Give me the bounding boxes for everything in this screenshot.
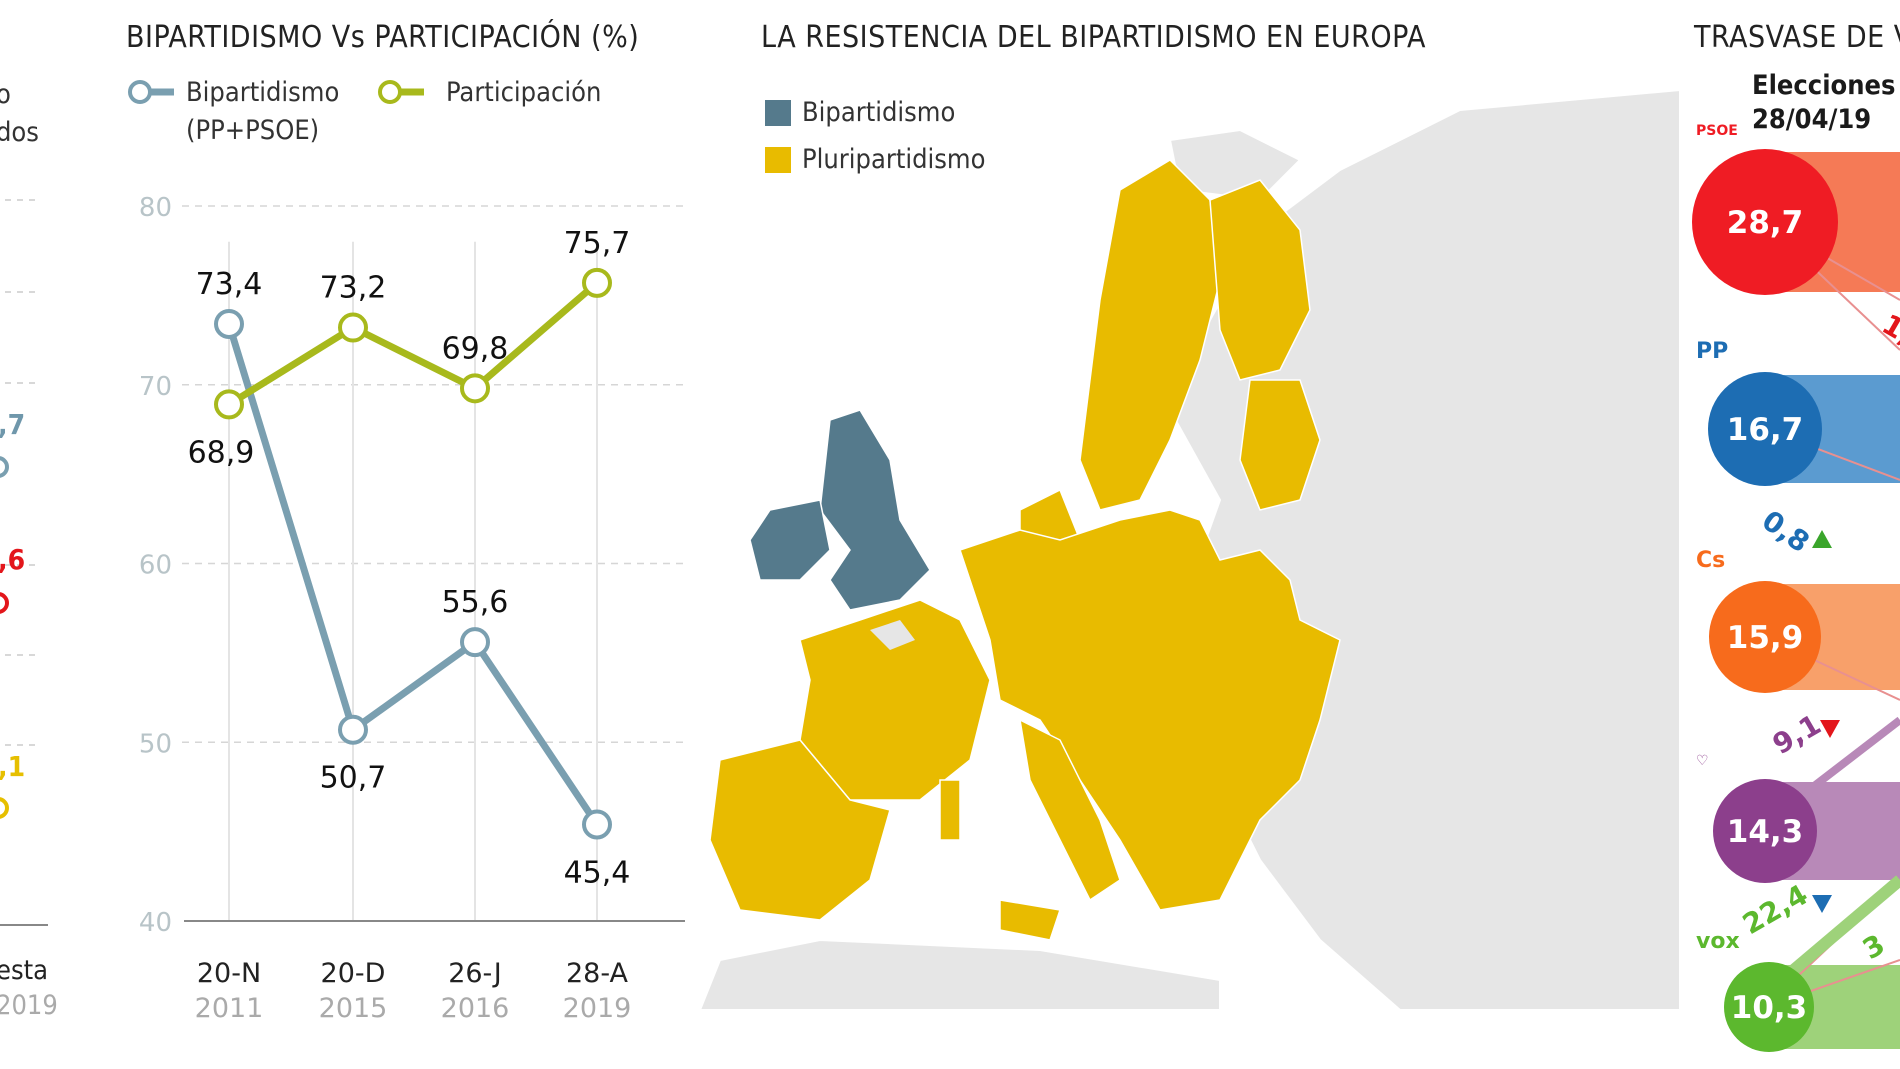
left-x-year: 2019 — [0, 990, 58, 1021]
party-logo-pp-icon: PP — [1696, 339, 1728, 364]
left-value-1: ,7 — [0, 408, 26, 441]
down-triangle-icon — [1812, 895, 1832, 913]
trasvase-subtitle-1: Elecciones — [1752, 70, 1896, 101]
left-value-3: ,1 — [0, 750, 26, 783]
data-label: 73,4 — [196, 267, 263, 302]
data-label: 68,9 — [188, 435, 255, 470]
party-circle-vox — [1724, 962, 1814, 1052]
data-point — [214, 308, 244, 339]
marker — [0, 797, 9, 819]
party-value: 10,3 — [1731, 990, 1808, 1026]
down-triangle-icon — [1820, 720, 1840, 738]
x-tick-year: 2015 — [319, 993, 388, 1024]
line-chart: 40 50 60 70 80 20-N 2011 20-D 2015 26-J 2016 28-A 20… — [139, 193, 685, 1024]
left-fragment-chart — [0, 199, 48, 926]
legend-bipartidismo-icon — [128, 80, 174, 104]
bipartidismo-countries — [749, 409, 931, 611]
flow-value: 9,1 — [1767, 708, 1826, 761]
up-triangle-icon — [1812, 530, 1832, 548]
party-circle-podemos — [1713, 779, 1817, 883]
data-point — [214, 389, 244, 420]
series-line-bipartidismo — [225, 322, 600, 827]
legend-bipartidismo: Bipartidismo — [186, 77, 340, 108]
y-tick-label: 70 — [139, 372, 172, 402]
x-tick-label: 20-N — [197, 958, 261, 989]
party-value: 14,3 — [1727, 814, 1804, 850]
flow-value: 3 — [1857, 928, 1890, 966]
chart-title: BIPARTIDISMO Vs PARTICIPACIÓN (%) — [126, 20, 640, 55]
y-tick-label: 60 — [139, 551, 172, 581]
party-logo-psoe-icon: PSOE — [1696, 123, 1738, 139]
party-logo-podemos-icon: ♡ — [1696, 753, 1709, 769]
data-point — [460, 627, 490, 658]
y-tick-label: 50 — [139, 729, 172, 759]
x-tick-year: 2019 — [563, 993, 632, 1024]
data-label: 69,8 — [442, 331, 509, 366]
data-point — [582, 809, 612, 840]
y-tick-label: 40 — [139, 908, 172, 938]
x-tick-year: 2011 — [195, 993, 264, 1024]
pluripartidismo-countries — [709, 159, 1341, 941]
data-point — [338, 312, 368, 343]
party-value: 16,7 — [1727, 412, 1804, 448]
legend-bipartidismo-swatch — [765, 100, 791, 126]
party-logo-vox-icon: vox — [1696, 929, 1740, 954]
left-x-label: esta — [0, 955, 49, 986]
marker — [0, 592, 9, 614]
left-legend-line-1: o — [0, 79, 11, 110]
x-tick-label: 26-J — [448, 958, 502, 989]
y-tick-label: 80 — [139, 193, 172, 223]
legend-pluripartidismo-swatch — [765, 147, 791, 173]
data-label: 55,6 — [442, 585, 509, 620]
data-label: 75,7 — [564, 226, 631, 261]
trasvase-title: TRASVASE DE V — [1694, 20, 1900, 55]
marker — [0, 456, 9, 478]
left-value-2: ,6 — [0, 543, 26, 576]
left-legend-line-2: dos — [0, 117, 39, 148]
data-point — [460, 373, 490, 404]
europe-map — [700, 88, 1680, 1011]
x-tick-label: 20-D — [321, 958, 386, 989]
party-circle-cs — [1709, 581, 1821, 693]
party-value: 15,9 — [1727, 620, 1804, 656]
flow-value: 22,4 — [1737, 878, 1813, 941]
data-label: 73,2 — [320, 271, 387, 306]
x-tick-year: 2016 — [441, 993, 510, 1024]
data-point — [338, 714, 368, 745]
flow-value: 1, — [1877, 307, 1900, 351]
trasvase-subtitle-2: 28/04/19 — [1752, 104, 1872, 135]
data-point — [582, 267, 612, 298]
map-title: LA RESISTENCIA DEL BIPARTIDISMO EN EUROP… — [761, 20, 1426, 55]
switzerland — [870, 620, 915, 650]
data-label: 50,7 — [320, 761, 387, 796]
legend-participacion: Participación — [446, 77, 602, 108]
map-legend-bipartidismo: Bipartidismo — [802, 97, 956, 128]
legend-bipartidismo-sub: (PP+PSOE) — [186, 115, 320, 146]
party-value: 28,7 — [1727, 205, 1804, 241]
legend-participacion-icon — [378, 80, 424, 104]
party-circle-psoe — [1692, 149, 1838, 295]
trasvase-diagram: 28,7 PSOE 16,7 PP 15,9 Cs 14,3 ♡ 10,3 vox 1, 0,8 9,1… — [1692, 123, 1900, 1052]
party-circle-pp — [1708, 372, 1822, 486]
x-tick-label: 28-A — [566, 958, 629, 989]
map-legend-pluripartidismo: Pluripartidismo — [802, 144, 986, 175]
series-line-participación — [227, 280, 600, 408]
party-logo-cs-icon: Cs — [1696, 548, 1725, 573]
data-label: 45,4 — [564, 855, 631, 890]
flow-value: 0,8 — [1756, 504, 1816, 559]
